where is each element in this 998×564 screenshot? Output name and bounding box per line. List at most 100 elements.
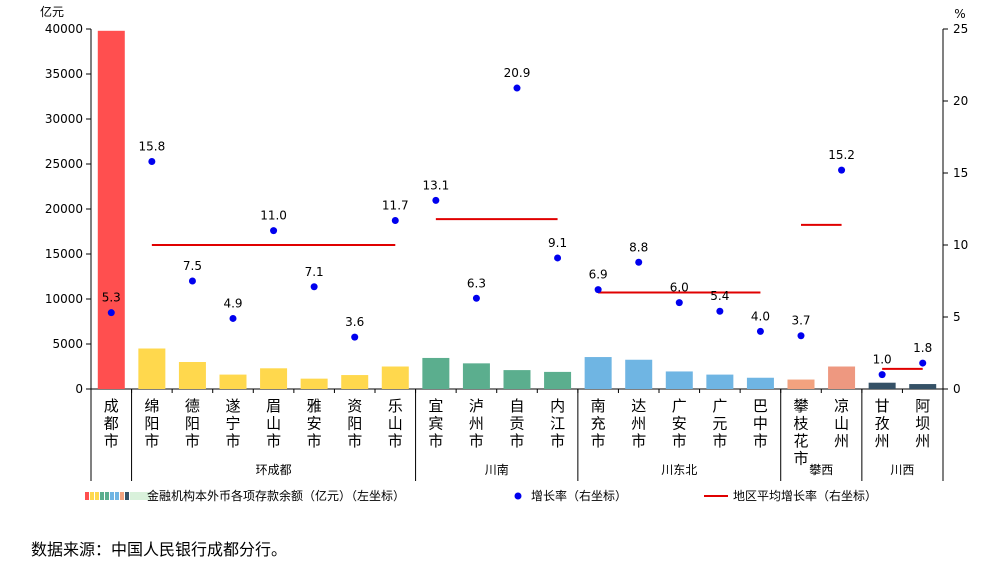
category-label: 攀枝花市 [793, 397, 808, 468]
category-label: 泸州市 [469, 397, 484, 450]
growth-data-label: 15.8 [138, 139, 165, 153]
bar [909, 384, 937, 389]
growth-point [594, 286, 602, 294]
growth-point [635, 258, 643, 266]
bar [178, 362, 206, 389]
left-axis-tick-label: 15000 [45, 247, 83, 261]
bar [665, 371, 693, 389]
legend-bars-label: 金融机构本外币各项存款余额（亿元）（左坐标） [147, 488, 405, 503]
category-label: 南充市 [591, 397, 606, 450]
growth-point [716, 307, 724, 315]
left-axis-tick-label: 20000 [45, 202, 83, 216]
growth-data-label: 20.9 [504, 66, 531, 80]
growth-data-label: 7.5 [183, 259, 202, 273]
legend-average-label: 地区平均增长率（右坐标） [733, 488, 877, 503]
legend-bar-swatch [105, 492, 109, 500]
growth-data-label: 11.7 [382, 199, 409, 213]
growth-point [148, 157, 156, 165]
growth-data-label: 9.1 [548, 236, 567, 250]
left-axis-tick-label: 35000 [45, 67, 83, 81]
legend-points-label: 增长率（右坐标） [531, 488, 627, 503]
left-axis-unit: 亿元 [40, 4, 64, 19]
bar [260, 368, 288, 389]
growth-data-label: 1.8 [913, 341, 932, 355]
growth-point [472, 294, 480, 302]
group-label: 攀西 [809, 463, 833, 477]
growth-point [756, 327, 764, 335]
category-label: 凉山州 [834, 397, 849, 450]
left-axis-tick-label: 5000 [52, 337, 83, 351]
bar [787, 379, 815, 389]
growth-point [391, 217, 399, 225]
growth-data-label: 7.1 [305, 265, 324, 279]
right-axis-tick-label: 25 [953, 22, 968, 36]
group-label: 川东北 [661, 463, 697, 477]
chart: 0 5000 10000 15000 20000 25000 30000 35000 40000… [40, 4, 968, 503]
bar [584, 357, 612, 389]
growth-point [270, 227, 278, 235]
category-label: 内江市 [550, 397, 565, 450]
category-label: 甘孜州 [875, 397, 890, 450]
legend-bar-swatch [115, 492, 119, 500]
category-label: 乐山市 [388, 397, 403, 450]
bar [422, 357, 450, 389]
bar [219, 374, 247, 389]
legend-bar-swatch [85, 492, 89, 500]
growth-point [310, 283, 318, 291]
bar [300, 378, 328, 389]
bar [381, 366, 409, 389]
bar [746, 377, 774, 389]
right-axis-tick-label: 5 [953, 310, 961, 324]
growth-point [554, 254, 562, 262]
category-label: 德阳市 [185, 397, 200, 450]
growth-data-label: 3.7 [791, 314, 810, 328]
category-label: 广元市 [712, 397, 727, 450]
growth-data-label: 4.9 [223, 296, 242, 310]
category-label: 自贡市 [509, 397, 524, 450]
group-label: 环成都 [256, 463, 292, 477]
bar [544, 371, 572, 389]
right-axis-tick-label: 0 [953, 382, 961, 396]
growth-data-label: 4.0 [751, 309, 770, 323]
category-label: 绵阳市 [144, 397, 159, 450]
source-note: 数据来源：中国人民银行成都分行。 [31, 540, 288, 559]
growth-point [513, 84, 521, 92]
right-axis-tick-label: 15 [953, 166, 968, 180]
category-label: 广安市 [672, 397, 687, 450]
growth-point [675, 299, 683, 307]
legend-bar-swatch [90, 492, 94, 500]
category-label: 资阳市 [347, 397, 362, 450]
growth-data-label: 1.0 [873, 353, 892, 367]
bar [138, 348, 166, 389]
growth-point [351, 333, 359, 341]
legend-bar-swatch [130, 492, 150, 500]
category-label: 雅安市 [307, 397, 322, 450]
growth-point [229, 314, 237, 322]
category-label: 阿坝州 [915, 397, 930, 450]
left-axis-tick-label: 25000 [45, 157, 83, 171]
right-axis-tick-label: 10 [953, 238, 968, 252]
growth-point [432, 196, 440, 204]
growth-data-label: 5.4 [710, 289, 729, 303]
right-axis-unit: % [954, 7, 965, 21]
bar [625, 359, 653, 389]
legend-bar-swatch [95, 492, 99, 500]
growth-data-label: 5.3 [102, 291, 121, 305]
bar [828, 366, 856, 389]
bar [97, 30, 125, 390]
left-axis-tick-label: 30000 [45, 112, 83, 126]
growth-point [838, 166, 846, 174]
growth-point [797, 332, 805, 340]
bar [868, 382, 896, 389]
left-axis-tick-label: 40000 [45, 22, 83, 36]
growth-data-label: 6.9 [589, 268, 608, 282]
legend-bar-swatch [110, 492, 114, 500]
left-axis-tick-label: 10000 [45, 292, 83, 306]
legend-point-marker [514, 492, 522, 500]
growth-data-label: 15.2 [828, 148, 855, 162]
right-axis-tick-label: 20 [953, 94, 968, 108]
left-axis-tick-label: 0 [75, 382, 83, 396]
bar [503, 370, 531, 389]
bar [706, 374, 734, 389]
growth-point [878, 371, 886, 379]
